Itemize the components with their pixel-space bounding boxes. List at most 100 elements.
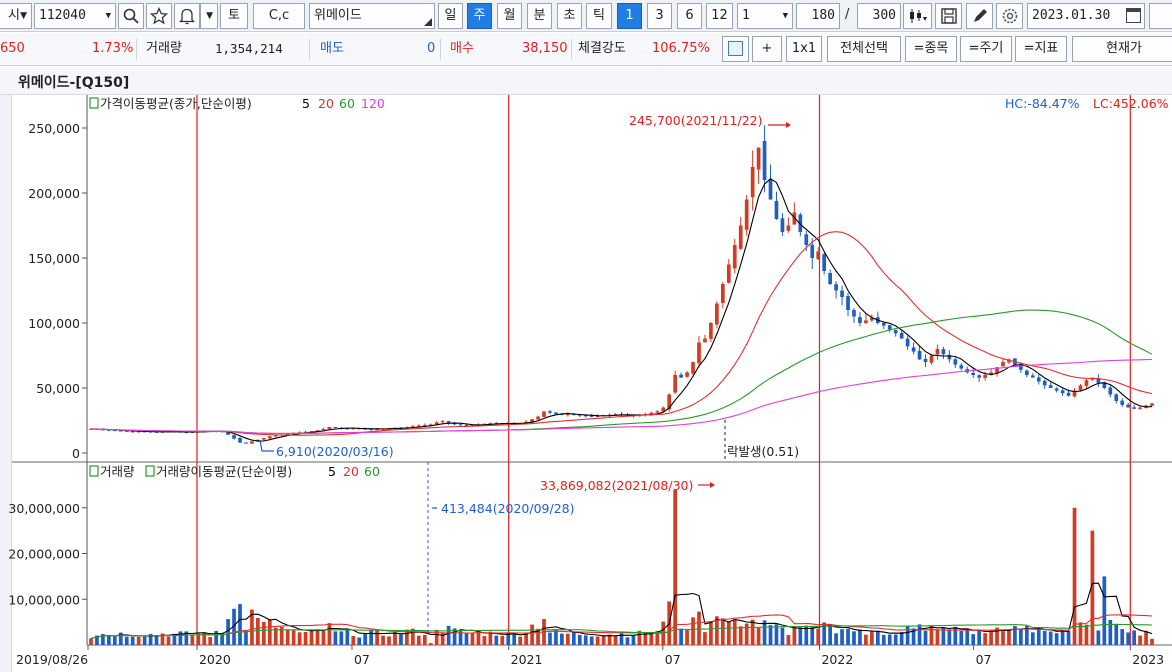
save-button[interactable]: [935, 3, 962, 29]
volume-bar: [500, 635, 505, 645]
candle-body: [613, 414, 618, 415]
candle-body: [560, 414, 564, 416]
multiplier-12-label: 12: [711, 8, 728, 23]
select-all-label: 전체선택: [840, 41, 888, 56]
volume-bars: [89, 490, 1154, 645]
period-button[interactable]: =주기: [960, 36, 1012, 62]
period-month-button[interactable]: 월: [497, 3, 522, 29]
volume-low-annotation-text: 413,484(2020/09/28): [441, 501, 575, 516]
volume-bar: [339, 631, 344, 645]
volume-bar: [554, 629, 558, 645]
candle-body: [899, 332, 904, 339]
candle-body: [995, 367, 999, 374]
volume-bar: [309, 629, 314, 645]
volume-bar: [1138, 635, 1142, 645]
period-week-button[interactable]: 주: [467, 3, 492, 29]
stock-chart[interactable]: 0 50,000 100,000 150,000 200,000 250,000 10,0…: [0, 95, 1172, 672]
select-all-button[interactable]: 전체선택: [827, 36, 901, 62]
volume-bar: [1102, 576, 1107, 645]
checkbox-icon: [728, 41, 743, 56]
stock-button[interactable]: =종목: [905, 36, 957, 62]
period-day-button[interactable]: 일: [438, 3, 463, 29]
stock-code-input[interactable]: 112040 ▼: [34, 3, 116, 29]
period-second-button[interactable]: 초: [557, 3, 582, 29]
candle-body: [1108, 387, 1113, 395]
volume-bar: [840, 629, 844, 645]
volume-bar: [101, 634, 105, 645]
volume-bar: [393, 632, 397, 645]
candle-body: [768, 179, 773, 200]
candle-body: [1066, 392, 1071, 396]
draw-tool-button[interactable]: [966, 3, 993, 29]
calendar-icon[interactable]: [1126, 8, 1141, 23]
total-input[interactable]: 300: [857, 3, 901, 29]
multiplier-6-button[interactable]: 6: [677, 3, 702, 29]
multiplier-1-button[interactable]: 1: [617, 3, 642, 29]
legend-toggle-icon[interactable]: [89, 465, 99, 477]
volume-bar: [440, 633, 445, 645]
volume-bar: [411, 628, 415, 645]
volume-bar: [583, 635, 588, 645]
x-tick-label: 2022: [821, 652, 853, 667]
alert-button[interactable]: [174, 3, 200, 29]
volume-bar: [834, 633, 838, 645]
chart-type-button[interactable]: [903, 3, 932, 29]
price-ma-line: [90, 231, 1153, 436]
legend-toggle-icon[interactable]: [145, 465, 155, 477]
scale-button[interactable]: 1x1: [786, 36, 822, 62]
volume-label: 거래량: [146, 41, 182, 56]
candle-body: [935, 349, 940, 355]
cc-button[interactable]: C,c: [253, 3, 305, 29]
candle-body: [1120, 400, 1125, 405]
volume-bar: [1036, 628, 1041, 645]
alert-menu-button[interactable]: ▼: [200, 3, 218, 29]
stock-name-input[interactable]: 위메이드: [309, 3, 435, 29]
count-value: 180: [811, 8, 835, 23]
x-tick-label: 2020: [199, 652, 231, 667]
ma20-label: 20: [318, 96, 334, 111]
multiplier-12-button[interactable]: 12: [706, 3, 733, 29]
period-tick-button[interactable]: 틱: [586, 3, 612, 29]
candle-body: [566, 414, 570, 415]
volume-bar: [1048, 631, 1053, 645]
toolbar-extra-button[interactable]: [1149, 3, 1172, 29]
price-tick-label: 200,000: [28, 186, 80, 201]
volume-bar: [738, 626, 743, 645]
candle-body: [1150, 403, 1154, 406]
candle-body: [667, 394, 672, 410]
candle-body: [685, 372, 689, 377]
unit-select[interactable]: 1 ▼: [737, 3, 793, 29]
current-price-button[interactable]: 현재가: [1072, 36, 1172, 62]
candle-body: [834, 284, 838, 291]
search-button[interactable]: [118, 3, 144, 29]
volume-value: 1,354,214: [215, 41, 283, 56]
count-input[interactable]: 180: [796, 3, 840, 29]
candle-body: [452, 423, 457, 425]
to-button[interactable]: 토: [220, 3, 248, 29]
volume-bar: [750, 619, 755, 645]
candle-body: [411, 426, 415, 428]
volume-bar: [172, 633, 177, 645]
event-annotation-text: 락발생(0.51): [727, 444, 799, 459]
zoom-in-button[interactable]: +: [752, 36, 782, 62]
candle-body: [1036, 377, 1041, 382]
favorite-button[interactable]: [146, 3, 172, 29]
candle-body: [798, 214, 803, 232]
candle-body: [267, 436, 272, 439]
period-minute-button[interactable]: 분: [527, 3, 552, 29]
legend-toggle-icon[interactable]: [89, 97, 99, 109]
multiplier-3-button[interactable]: 3: [647, 3, 672, 29]
sell-value: 0: [427, 41, 436, 56]
checkbox-button[interactable]: [722, 36, 749, 62]
candle-body: [273, 435, 278, 437]
market-select[interactable]: 시 ▼: [0, 3, 32, 29]
vma5-label: 5: [328, 464, 336, 479]
date-input[interactable]: 2023.01.30: [1027, 3, 1145, 29]
period-second-label: 초: [563, 8, 576, 23]
volume-bar: [1066, 631, 1071, 645]
period-day-label: 일: [444, 8, 457, 23]
strength-value: 106.75%: [652, 41, 710, 56]
indicator-button[interactable]: =지표: [1015, 36, 1067, 62]
low-annotation-text: 6,910(2020/03/16): [276, 444, 394, 459]
settings-button[interactable]: [996, 3, 1023, 29]
